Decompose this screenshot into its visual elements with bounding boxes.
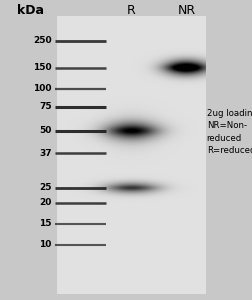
- Text: 10: 10: [39, 240, 52, 249]
- Text: 250: 250: [33, 36, 52, 45]
- Text: 150: 150: [33, 63, 52, 72]
- Text: 20: 20: [39, 198, 52, 207]
- Text: 25: 25: [39, 183, 52, 192]
- Text: 75: 75: [39, 102, 52, 111]
- Text: R: R: [127, 4, 135, 17]
- Text: NR: NR: [177, 4, 196, 17]
- Text: 100: 100: [33, 84, 52, 93]
- Text: kDa: kDa: [17, 4, 44, 17]
- Text: 50: 50: [39, 126, 52, 135]
- Text: 15: 15: [39, 219, 52, 228]
- Bar: [57, 16, 205, 294]
- Text: 2ug loading
NR=Non-
reduced
R=reduced: 2ug loading NR=Non- reduced R=reduced: [207, 109, 252, 155]
- Text: 37: 37: [39, 148, 52, 158]
